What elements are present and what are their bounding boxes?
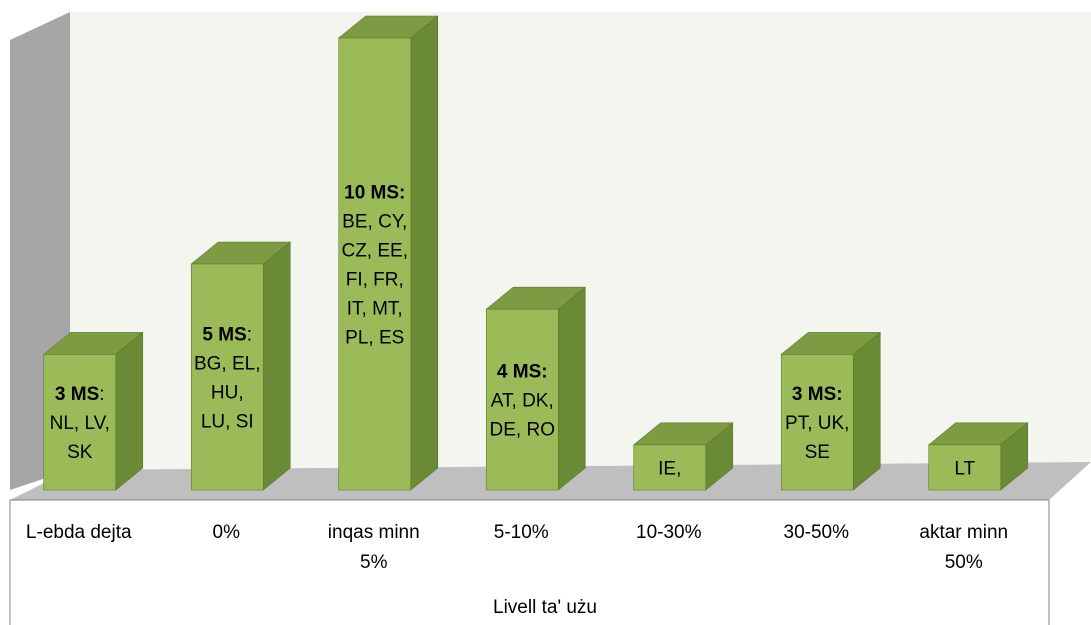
data-label-count: 3 MS: xyxy=(792,384,843,405)
data-label-line: NL, LV, xyxy=(50,413,110,434)
bar-front xyxy=(43,354,117,491)
data-label-2: 5 MS: BG, EL, HU, LU, SI xyxy=(194,325,261,433)
x-tick-label-line: 50% xyxy=(945,552,983,573)
data-label-6: 3 MS: PT, UK, SE xyxy=(785,384,849,463)
x-tick-label: 10-30% xyxy=(636,522,702,543)
x-tick-label-line: L-ebda dejta xyxy=(26,522,132,543)
x-tick-label: aktar minn 50% xyxy=(919,522,1008,573)
x-tick-label: L-ebda dejta xyxy=(26,522,132,543)
bar-2 xyxy=(190,241,292,491)
x-axis-label: Livell ta' użu xyxy=(493,597,597,618)
data-label-line: CZ, EE, xyxy=(341,241,408,262)
bar-series xyxy=(42,15,1029,491)
x-tick-label-line: 5-10% xyxy=(494,522,549,543)
x-tick-label: 30-50% xyxy=(784,522,850,543)
x-tick-label-line: 30-50% xyxy=(784,522,850,543)
x-tick-label-line: inqas minn xyxy=(328,522,420,543)
data-label-line: LT xyxy=(954,458,975,479)
data-label-line: LU, SI xyxy=(201,412,254,433)
bar-side xyxy=(115,331,144,491)
x-tick-label: 0% xyxy=(213,522,241,543)
data-label-5: IE, xyxy=(658,458,681,479)
data-label-line: BE, CY, xyxy=(342,212,407,233)
data-label-line: PL, ES xyxy=(345,328,404,349)
bar-side xyxy=(410,15,439,491)
bar-front xyxy=(780,354,854,491)
bar-7 xyxy=(927,422,1029,491)
bar-side xyxy=(852,331,881,491)
data-label-line: AT, DK, xyxy=(491,391,554,412)
x-tick-label-line: 0% xyxy=(213,522,241,543)
bar-4 xyxy=(485,286,587,491)
x-tick-label-line: aktar minn xyxy=(919,522,1008,543)
bar-front xyxy=(485,308,559,491)
x-tick-label: inqas minn 5% xyxy=(328,522,420,573)
bar-1 xyxy=(42,331,144,491)
data-label-line: SK xyxy=(67,442,93,463)
bar-5 xyxy=(632,422,734,491)
data-label-colon: : xyxy=(99,384,104,405)
data-label-count: 3 MS xyxy=(55,384,99,405)
x-tick-label: 5-10% xyxy=(494,522,549,543)
bar-side xyxy=(557,286,586,491)
bar-6 xyxy=(780,331,882,491)
bar-front xyxy=(190,263,264,491)
data-label-line: IT, MT, xyxy=(347,299,403,320)
data-label-4: 4 MS: AT, DK, DE, RO xyxy=(490,362,555,441)
data-label-3: 10 MS: BE, CY, CZ, EE, FI, FR, IT, MT, PL, ES xyxy=(341,183,408,349)
bar-front xyxy=(928,444,1002,491)
x-tick-label-line: 10-30% xyxy=(636,522,702,543)
bar-front xyxy=(633,444,707,491)
data-label-line: PT, UK, xyxy=(785,413,849,434)
data-labels: 3 MS: NL, LV, SK 5 MS: BG, EL, HU, LU, SI 10 MS… xyxy=(50,183,976,480)
data-label-line: HU, xyxy=(211,383,244,404)
data-label-line: FI, FR, xyxy=(346,270,404,291)
bar-3 xyxy=(337,15,439,491)
data-label-1: 3 MS: NL, LV, SK xyxy=(50,384,110,463)
data-label-line: BG, EL, xyxy=(194,354,261,375)
x-tick-labels: L-ebda dejta 0% inqas minn 5% 5-10% 10-30% 30-… xyxy=(26,522,1008,573)
data-label-line: DE, RO xyxy=(490,420,555,441)
data-label-line: IE, xyxy=(658,458,681,479)
data-label-count: 4 MS: xyxy=(497,362,548,383)
bar-front xyxy=(338,37,412,491)
data-label-count: 5 MS xyxy=(202,325,246,346)
x-tick-label-line: 5% xyxy=(360,552,388,573)
data-label-colon: : xyxy=(247,325,252,346)
bar-side xyxy=(262,241,291,491)
data-label-count: 10 MS: xyxy=(344,183,405,204)
data-label-line: SE xyxy=(805,442,830,463)
data-label-7: LT xyxy=(954,458,975,479)
